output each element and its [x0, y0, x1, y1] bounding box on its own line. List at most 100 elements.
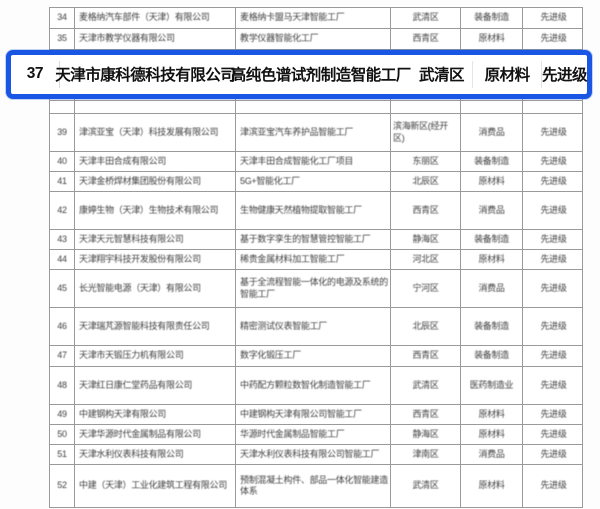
- cell-company-name-text: 长光智能电源（天津）有限公司: [79, 282, 201, 293]
- highlight-level: 先进级: [541, 67, 588, 85]
- cell-factory-name: 精密测试仪表智能工厂: [236, 308, 391, 345]
- cell-level-text: 先进级: [540, 253, 567, 264]
- cell-company-name: 天津瑞芃源智能科技有限责任公司: [75, 308, 236, 345]
- cell-company-name: 天津市天锻压力机有限公司: [75, 346, 236, 366]
- cell-level: 先进级: [523, 250, 584, 269]
- cell-company-name: [75, 101, 236, 113]
- cell-row-number: 48: [50, 367, 75, 404]
- cell-category: 装备制造: [461, 346, 523, 366]
- cell-district: 西青区: [391, 346, 461, 366]
- cell-row-number-text: 42: [57, 204, 67, 215]
- cell-factory-name: 天津丰田合成智能化工厂项目: [236, 152, 391, 171]
- cell-level: 先进级: [523, 172, 584, 191]
- cell-factory-name: 数字化锻压工厂: [236, 346, 391, 366]
- highlighted-row-37[interactable]: 37 天津市康科德科技有限公司 高纯色谱试剂制造智能工厂 武清区 原材料 先进级: [6, 50, 592, 99]
- cell-company-name-text: 康婷生物（天津）生物技术有限公司: [79, 204, 219, 215]
- cell-factory-name-text: 麦格纳卡盟马天津智能工厂: [240, 12, 345, 23]
- cell-company-name: 天津金桥焊材集团股份有限公司: [75, 172, 236, 191]
- cell-district-text: 西青区: [412, 408, 439, 419]
- cell-category-text: 消费品: [478, 204, 505, 215]
- cell-category: 消费品: [461, 270, 523, 307]
- cell-row-number-text: 46: [57, 320, 67, 331]
- cell-category: 原材料: [461, 405, 523, 424]
- cell-level-text: 先进级: [540, 350, 567, 361]
- cell-district: 河北区: [391, 250, 461, 269]
- cell-level-text: 先进级: [540, 448, 567, 459]
- cell-company-name: 天津华源时代金属制品有限公司: [75, 425, 236, 444]
- cell-row-number-text: 35: [57, 33, 67, 44]
- cell-level-text: 先进级: [540, 320, 567, 331]
- cell-district-text: 东丽区: [412, 155, 439, 166]
- cell-level-text: 先进级: [540, 233, 567, 244]
- cell-district-text: 滨海新区(经开区): [393, 121, 448, 143]
- cell-district: 北辰区: [391, 172, 461, 191]
- cell-row-number-text: 47: [57, 350, 67, 361]
- cell-district-text: 静海区: [412, 428, 439, 439]
- cell-company-name: 中建钢构天津有限公司: [75, 405, 236, 424]
- cell-factory-name-text: 基于数字孪生的智慧管控智能工厂: [240, 233, 371, 244]
- cell-level: 先进级: [523, 425, 584, 444]
- cell-level: 先进级: [523, 192, 584, 229]
- cell-company-name-text: 麦格纳汽车部件（天津）有限公司: [79, 12, 210, 23]
- cell-company-name-text: 天津水利仪表科技有限公司: [79, 448, 184, 459]
- cell-category: 原材料: [461, 465, 523, 507]
- cell-row-number: 45: [50, 270, 75, 307]
- cell-district-text: 武清区: [412, 12, 439, 23]
- cell-level: 先进级: [523, 465, 584, 507]
- table-row: 34 麦格纳汽车部件（天津）有限公司 麦格纳卡盟马天津智能工厂 武清区 装备制造 先进级: [50, 8, 582, 29]
- cell-factory-name-text: 生物健康天然植物提取智能工厂: [240, 204, 362, 215]
- cell-row-number: 43: [50, 230, 75, 249]
- cell-level: 先进级: [523, 405, 584, 424]
- cell-category: 消费品: [461, 114, 523, 151]
- cell-level: 先进级: [523, 308, 584, 345]
- table-row: 48 天津红日康仁堂药品有限公司 中药配方颗粒数智化制造智能工厂 武清区 医药制造业 先进…: [50, 367, 582, 405]
- cell-level-text: 先进级: [540, 379, 567, 390]
- cell-district: 武清区: [391, 8, 461, 28]
- cell-district: 西青区: [391, 405, 461, 424]
- cell-factory-name-text: 中药配方颗粒数智化制造智能工厂: [240, 379, 371, 390]
- cell-factory-name-text: 基于全流程智能一体化的电源及系统的智能工厂: [240, 277, 388, 299]
- cell-category: [461, 101, 523, 113]
- cell-company-name: 天津市教学仪器有限公司: [75, 29, 236, 49]
- table-row-clipped: [50, 101, 582, 114]
- cell-row-number: 35: [50, 29, 75, 49]
- cell-level-text: 先进级: [540, 175, 567, 186]
- cell-level-text: 先进级: [540, 155, 567, 166]
- table-row: 47 天津市天锻压力机有限公司 数字化锻压工厂 西青区 装备制造 先进级: [50, 346, 582, 367]
- cell-row-number: [50, 101, 75, 113]
- cell-factory-name: 基于数字孪生的智慧管控智能工厂: [236, 230, 391, 249]
- highlight-factory-name: 高纯色谱试剂制造智能工厂: [230, 67, 412, 85]
- cell-category-text: 医药制造业: [469, 379, 514, 390]
- cell-category-text: 装备制造: [474, 155, 509, 166]
- cell-row-number-text: 39: [57, 126, 67, 137]
- cell-district-text: 北辰区: [412, 320, 439, 331]
- cell-company-name-text: 天津瑞芃源智能科技有限责任公司: [79, 320, 210, 331]
- cell-category-text: 装备制造: [474, 320, 509, 331]
- cell-company-name-text: 津滨亚宝（天津）科技发展有限公司: [79, 126, 219, 137]
- cell-factory-name: 预制混凝土构件、部品一体化智能建造体系: [236, 465, 391, 507]
- cell-factory-name-text: 天津水利仪表科技有限公司智能工厂: [240, 448, 380, 459]
- table-row: 35 天津市教学仪器有限公司 教学仪器智能化工厂 西青区 原材料 先进级: [50, 29, 582, 50]
- cell-level: 先进级: [523, 367, 584, 404]
- table-row: 40 天津丰田合成有限公司 天津丰田合成智能化工厂项目 东丽区 装备制造 先进级: [50, 152, 582, 172]
- cell-row-number-text: 52: [57, 480, 67, 491]
- cell-district: 武清区: [391, 367, 461, 404]
- cell-factory-name: 生物健康天然植物提取智能工厂: [236, 192, 391, 229]
- cell-level: [523, 101, 584, 113]
- cell-district: 静海区: [391, 230, 461, 249]
- cell-category-text: 原材料: [478, 175, 505, 186]
- cell-category-text: 原材料: [478, 480, 505, 491]
- table-row: 51 天津水利仪表科技有限公司 天津水利仪表科技有限公司智能工厂 津南区 消费品 先进级: [50, 445, 582, 465]
- cell-row-number-text: 45: [57, 282, 67, 293]
- cell-district-text: 宁河区: [412, 282, 439, 293]
- cell-row-number: 40: [50, 152, 75, 171]
- cell-category-text: 原材料: [478, 428, 505, 439]
- cell-company-name: 天津天元智慧科技有限公司: [75, 230, 236, 249]
- cell-category-text: 原材料: [478, 33, 505, 44]
- cell-factory-name: 天津水利仪表科技有限公司智能工厂: [236, 445, 391, 464]
- cell-factory-name: 中建钢构天津有限公司智能工厂: [236, 405, 391, 424]
- cell-row-number: 49: [50, 405, 75, 424]
- cell-level: 先进级: [523, 152, 584, 171]
- highlight-company-name: 天津市康科德科技有限公司: [55, 67, 236, 85]
- cell-row-number-text: 50: [57, 428, 67, 439]
